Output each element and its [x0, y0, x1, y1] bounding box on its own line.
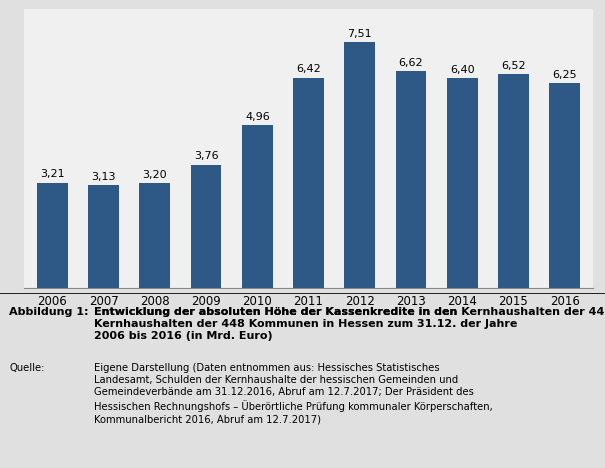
Text: Quelle:: Quelle: — [9, 363, 44, 373]
Bar — [549, 83, 580, 288]
Bar — [191, 165, 221, 288]
Text: Entwicklung der absoluten Höhe der Kassenkredite in den Kernhaushalten der 448 K: Entwicklung der absoluten Höhe der Kasse… — [94, 307, 605, 316]
Text: Entwicklung der absoluten Höhe der Kassenkredite in den
Kernhaushalten der 448 K: Entwicklung der absoluten Höhe der Kasse… — [94, 307, 517, 341]
Text: 3,76: 3,76 — [194, 151, 218, 161]
Text: Eigene Darstellung (Daten entnommen aus: Hessisches Statistisches
Landesamt, Sch: Eigene Darstellung (Daten entnommen aus:… — [94, 363, 492, 425]
Bar — [242, 125, 273, 288]
Text: 4,96: 4,96 — [245, 112, 270, 122]
Text: 6,42: 6,42 — [296, 64, 321, 74]
Text: 6,62: 6,62 — [399, 58, 423, 68]
Bar — [293, 78, 324, 288]
Text: 6,52: 6,52 — [501, 61, 526, 71]
Text: 7,51: 7,51 — [347, 29, 372, 38]
Text: 3,13: 3,13 — [91, 172, 116, 182]
Bar — [447, 78, 477, 288]
Text: 6,40: 6,40 — [450, 65, 474, 75]
Bar — [498, 74, 529, 288]
Bar — [37, 183, 68, 288]
Text: Abbildung 1:: Abbildung 1: — [9, 307, 88, 316]
Bar — [88, 185, 119, 288]
Bar — [396, 71, 427, 288]
Text: 3,21: 3,21 — [40, 169, 65, 179]
Bar — [140, 183, 170, 288]
Bar — [344, 42, 375, 288]
Text: 3,20: 3,20 — [143, 170, 167, 180]
Text: 6,25: 6,25 — [552, 70, 577, 80]
